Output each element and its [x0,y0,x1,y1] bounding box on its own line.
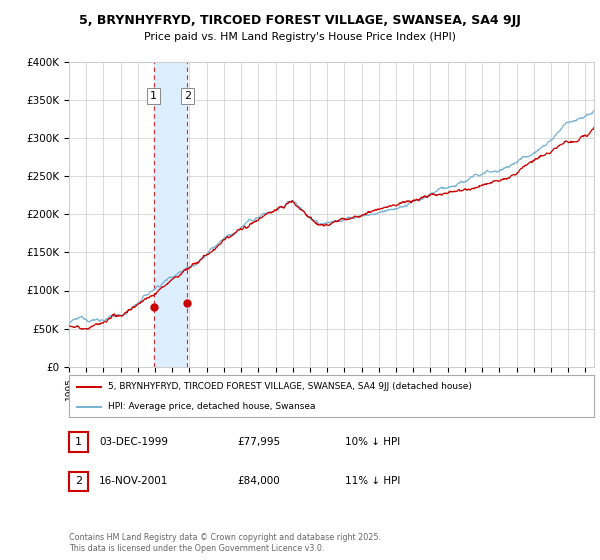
Text: Price paid vs. HM Land Registry's House Price Index (HPI): Price paid vs. HM Land Registry's House … [144,32,456,43]
Text: Contains HM Land Registry data © Crown copyright and database right 2025.
This d: Contains HM Land Registry data © Crown c… [69,533,381,553]
Text: 03-DEC-1999: 03-DEC-1999 [99,437,168,447]
Text: 2: 2 [75,477,82,486]
Text: HPI: Average price, detached house, Swansea: HPI: Average price, detached house, Swan… [109,402,316,411]
Bar [154,62,187,367]
Text: £77,995: £77,995 [237,437,280,447]
Text: 1: 1 [150,91,157,101]
Text: 11% ↓ HPI: 11% ↓ HPI [345,476,400,486]
Text: £84,000: £84,000 [237,476,280,486]
Text: 1: 1 [75,437,82,447]
Text: 16-NOV-2001: 16-NOV-2001 [99,476,169,486]
Text: 5, BRYNHYFRYD, TIRCOED FOREST VILLAGE, SWANSEA, SA4 9JJ (detached house): 5, BRYNHYFRYD, TIRCOED FOREST VILLAGE, S… [109,382,472,391]
Text: 2: 2 [184,91,191,101]
Text: 5, BRYNHYFRYD, TIRCOED FOREST VILLAGE, SWANSEA, SA4 9JJ: 5, BRYNHYFRYD, TIRCOED FOREST VILLAGE, S… [79,14,521,27]
Text: 10% ↓ HPI: 10% ↓ HPI [345,437,400,447]
